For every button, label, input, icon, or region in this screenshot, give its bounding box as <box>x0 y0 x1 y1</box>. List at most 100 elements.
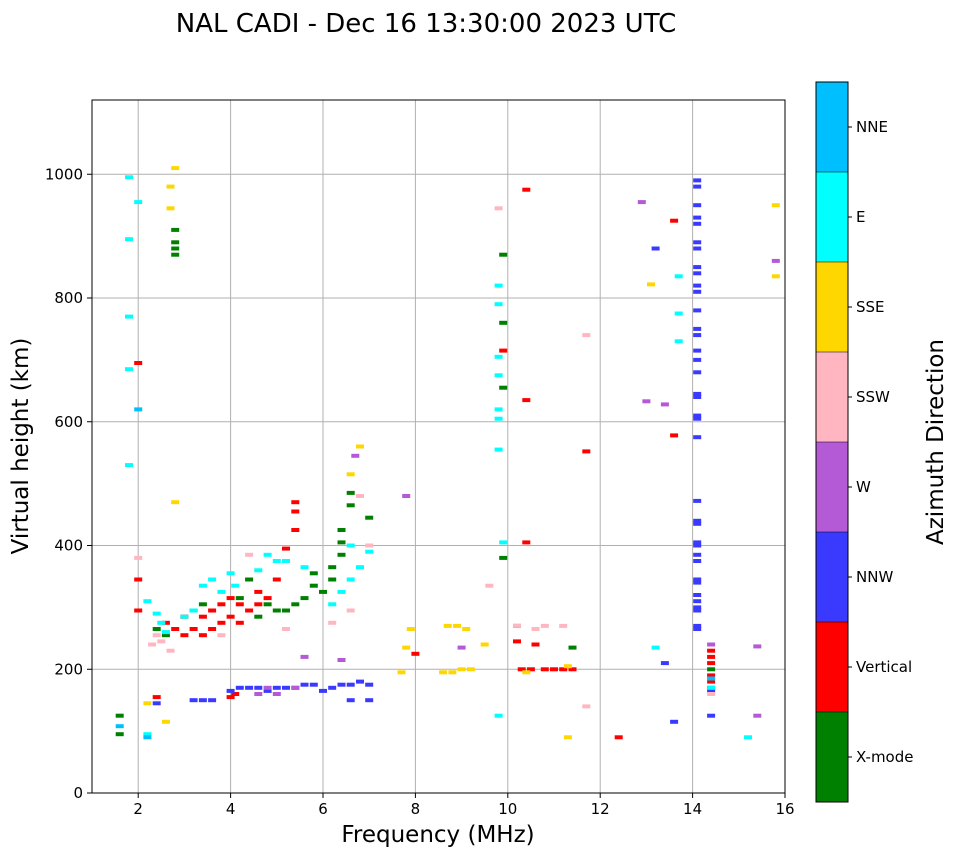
data-point-sse <box>406 627 415 631</box>
data-point-nnw <box>693 391 702 396</box>
data-point-nnw <box>693 498 702 503</box>
data-points <box>115 166 780 740</box>
data-point-ssw <box>485 583 494 588</box>
data-point-e <box>346 543 355 548</box>
data-point-e <box>226 571 235 576</box>
data-point-vertical <box>134 577 143 582</box>
data-point-e <box>494 416 503 421</box>
data-point-vertical <box>411 651 420 656</box>
data-point-nnw <box>328 685 337 690</box>
data-point-nnw <box>282 685 290 690</box>
data-point-vertical <box>180 633 189 638</box>
data-point-x-mode <box>707 667 716 672</box>
colorbar-segment <box>816 442 848 532</box>
data-point-nne <box>707 676 716 681</box>
data-point-vertical <box>198 633 207 638</box>
data-point-x-mode <box>272 608 281 613</box>
data-point-e <box>499 540 508 545</box>
data-point-vertical <box>517 667 526 672</box>
data-point-sse <box>166 206 175 211</box>
data-point-nnw <box>693 605 702 610</box>
data-point-ssw <box>245 552 254 557</box>
data-point-vertical <box>582 449 591 454</box>
colorbar-segment <box>816 82 848 172</box>
data-point-sse <box>171 500 180 505</box>
data-point-nnw <box>693 178 702 183</box>
data-point-sse <box>453 623 461 628</box>
data-point-e <box>152 611 161 616</box>
data-point-e <box>494 713 503 718</box>
colorbar-tick-label: Vertical <box>856 658 912 676</box>
data-point-sse <box>457 667 466 672</box>
data-point-nnw <box>300 682 309 687</box>
data-point-vertical <box>568 667 577 672</box>
data-point-x-mode <box>198 602 207 607</box>
data-point-nnw <box>693 521 702 526</box>
data-point-e <box>231 583 240 588</box>
data-point-w <box>642 399 651 404</box>
data-point-vertical <box>208 608 217 613</box>
y-tick-label: 1000 <box>45 165 83 183</box>
data-point-sse <box>402 645 411 650</box>
y-tick-label: 200 <box>54 660 83 678</box>
data-point-e <box>263 552 272 557</box>
data-point-nne <box>134 407 143 412</box>
data-point-x-mode <box>300 596 309 601</box>
data-point-vertical <box>707 679 716 684</box>
data-point-e <box>707 685 716 690</box>
data-point-ssw <box>166 648 175 653</box>
data-point-w <box>402 494 411 498</box>
data-point-vertical <box>670 433 679 438</box>
data-point-vertical <box>707 673 716 678</box>
data-point-nnw <box>254 685 263 690</box>
data-point-sse <box>647 282 655 287</box>
data-point-vertical <box>226 614 235 619</box>
data-point-vertical <box>235 620 244 625</box>
data-point-e <box>198 583 207 588</box>
data-point-vertical <box>231 692 240 696</box>
colorbar-tick-label: NNE <box>856 118 888 136</box>
data-point-nnw <box>707 713 716 718</box>
data-point-x-mode <box>152 627 161 631</box>
data-point-vertical <box>208 627 217 631</box>
data-point-nnw <box>356 679 364 684</box>
data-point-sse <box>563 664 572 669</box>
data-point-e <box>744 735 752 740</box>
data-point-vertical <box>161 620 170 625</box>
data-point-sse <box>462 627 471 631</box>
data-point-nnw <box>693 435 702 440</box>
data-point-nnw <box>693 518 702 523</box>
data-point-x-mode <box>171 246 180 251</box>
data-point-x-mode <box>337 552 346 557</box>
data-point-nnw <box>365 698 374 703</box>
data-point-ssw <box>328 620 337 625</box>
data-point-sse <box>466 667 475 672</box>
plot-frame <box>91 99 786 794</box>
data-point-e <box>365 549 374 554</box>
colorbar-tick-label: SSW <box>856 388 890 406</box>
data-point-sse <box>439 670 448 675</box>
data-point-e <box>180 614 189 619</box>
data-point-vertical <box>540 667 549 672</box>
data-point-vertical <box>550 667 558 672</box>
data-point-x-mode <box>171 252 180 257</box>
data-point-e <box>674 339 683 344</box>
data-point-nnw <box>693 333 702 338</box>
data-point-vertical <box>226 695 235 700</box>
data-point-ssw <box>152 633 161 638</box>
colorbar-segment <box>816 352 848 442</box>
data-point-nnw <box>693 221 702 226</box>
data-point-vertical <box>522 398 531 403</box>
colorbar: X-mode Vertical NNW W SSW SSE E NNE <box>815 81 913 803</box>
data-point-x-mode <box>499 252 508 257</box>
data-point-e <box>143 732 152 737</box>
data-point-e <box>125 367 133 372</box>
data-point-ssw <box>582 704 591 709</box>
data-point-w <box>707 642 716 647</box>
data-point-sse <box>522 670 531 675</box>
data-point-w <box>771 258 780 263</box>
data-point-x-mode <box>309 571 318 576</box>
data-point-sse <box>771 274 780 279</box>
data-point-vertical <box>282 546 290 551</box>
data-point-sse <box>448 670 457 675</box>
